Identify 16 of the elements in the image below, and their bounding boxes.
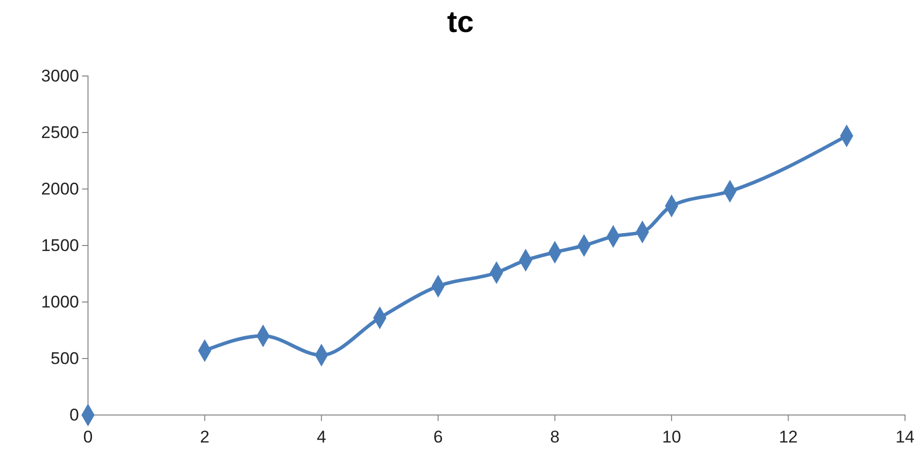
y-tick-label: 3000 <box>41 66 79 86</box>
x-tick-label: 10 <box>662 428 682 447</box>
chart-title: tc <box>447 6 474 39</box>
x-tick-label: 12 <box>778 428 798 447</box>
y-tick-label: 1000 <box>41 292 79 312</box>
y-tick-label: 2000 <box>41 179 79 198</box>
y-tick-label: 500 <box>50 348 79 368</box>
x-tick-label: 6 <box>433 428 443 447</box>
y-tick-label: 1500 <box>41 236 79 255</box>
x-tick-label: 8 <box>550 428 560 447</box>
y-tick-label: 0 <box>70 405 79 424</box>
x-tick-label: 0 <box>83 428 93 447</box>
x-tick-label: 4 <box>316 428 326 447</box>
y-tick-label: 2500 <box>41 122 79 142</box>
x-tick-label: 14 <box>896 428 914 447</box>
x-tick-label: 2 <box>200 428 210 447</box>
